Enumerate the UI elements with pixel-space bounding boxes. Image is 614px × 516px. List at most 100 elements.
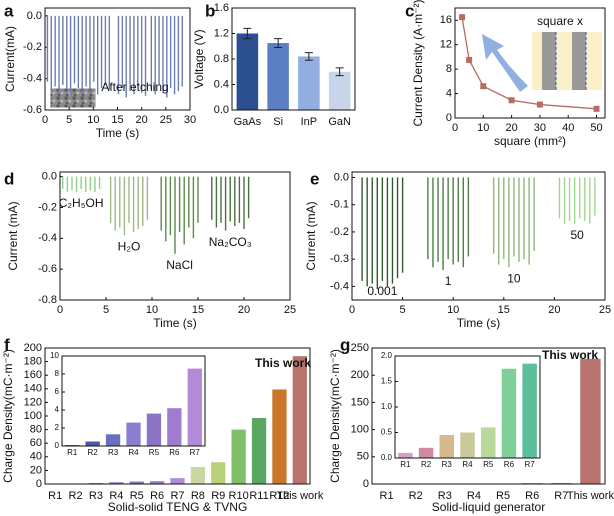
y-tick-label: 100 bbox=[351, 424, 369, 436]
x-tick-label: 5 bbox=[103, 304, 109, 316]
panel-letter: c bbox=[405, 1, 414, 20]
bar bbox=[211, 462, 226, 484]
y-tick-label: 6 bbox=[55, 387, 60, 396]
series-label: 0.001 bbox=[367, 284, 397, 298]
panel-letter: a bbox=[4, 1, 14, 20]
y-tick-label: 1.0 bbox=[381, 402, 393, 411]
x-tick-label: R11 bbox=[249, 490, 268, 502]
x-tick-label: 15 bbox=[192, 304, 204, 316]
x-tick-label: 5 bbox=[400, 304, 406, 316]
bar bbox=[551, 482, 572, 484]
x-tick-label: R4 bbox=[467, 490, 481, 502]
x-tick-label: 15 bbox=[498, 304, 510, 316]
bar bbox=[109, 482, 124, 484]
bar bbox=[126, 422, 141, 446]
y-tick-label: 16 bbox=[440, 14, 452, 26]
x-tick-label: InP bbox=[301, 116, 318, 128]
series-label: 1 bbox=[445, 274, 452, 288]
x-tick-label: GaAs bbox=[234, 116, 262, 128]
y-tick-label: 60 bbox=[30, 437, 42, 449]
x-tick-label: 10 bbox=[146, 304, 158, 316]
y-tick-label: 0.0 bbox=[214, 104, 229, 116]
y-tick-label: 140 bbox=[24, 383, 42, 395]
y-tick-label: 200 bbox=[24, 342, 42, 354]
y-tick-label: 1.2 bbox=[214, 27, 229, 39]
x-tick-label: R12 bbox=[269, 490, 289, 502]
x-tick-label: 20 bbox=[136, 114, 148, 126]
y-tick-label: 0 bbox=[55, 441, 60, 450]
y-tick-label: 0.0 bbox=[42, 171, 57, 183]
x-tick-label: R4 bbox=[128, 448, 139, 457]
y-tick-label: 0 bbox=[363, 478, 369, 490]
x-tick-label: R8 bbox=[191, 490, 205, 502]
axes-frame bbox=[59, 171, 291, 301]
y-axis-label: Charge Density(mC·m⁻²) bbox=[328, 349, 342, 483]
y-tick-label: 250 bbox=[351, 342, 369, 354]
x-tick-label: 20 bbox=[238, 304, 250, 316]
y-tick-label: 0.8 bbox=[214, 53, 229, 65]
x-tick-label: R6 bbox=[504, 460, 515, 469]
y-tick-label: -0.1 bbox=[330, 199, 349, 211]
y-tick-label: 200 bbox=[351, 369, 369, 381]
y-tick-label: -0.4 bbox=[23, 73, 42, 85]
y-tick-label: 50 bbox=[357, 451, 369, 463]
bar bbox=[167, 408, 182, 446]
x-tick-label: 25 bbox=[284, 304, 296, 316]
bar bbox=[292, 356, 307, 484]
axes-frame bbox=[61, 355, 206, 447]
bar bbox=[187, 368, 202, 446]
marker bbox=[466, 56, 473, 63]
x-tick-label: R3 bbox=[442, 460, 453, 469]
series-label: C₂H₅OH bbox=[59, 196, 104, 210]
y-tick-label: -0.2 bbox=[38, 201, 57, 213]
x-tick-label: R7 bbox=[554, 490, 568, 502]
x-tick-label: R6 bbox=[150, 490, 164, 502]
y-tick-label: 160 bbox=[24, 369, 42, 381]
y-tick-label: 150 bbox=[351, 396, 369, 408]
x-tick-label: R3 bbox=[89, 490, 103, 502]
y-axis-label: Current (mA) bbox=[6, 201, 20, 270]
y-tick-label: 10 bbox=[50, 351, 59, 360]
bar bbox=[298, 56, 320, 110]
axes-frame bbox=[371, 347, 606, 485]
y-tick-label: 80 bbox=[30, 424, 42, 436]
x-tick-label: R2 bbox=[88, 448, 99, 457]
panel-letter: f bbox=[4, 335, 10, 354]
bar bbox=[146, 413, 162, 446]
y-tick-label: -0.4 bbox=[330, 280, 349, 292]
y-tick-label: 8 bbox=[55, 369, 60, 378]
bar bbox=[251, 418, 267, 484]
x-tick-label: R1 bbox=[67, 448, 78, 457]
y-tick-label: -0.4 bbox=[38, 232, 57, 244]
x-tick-label: 10 bbox=[447, 304, 459, 316]
bar bbox=[85, 441, 100, 446]
y-tick-label: 2.0 bbox=[381, 351, 393, 360]
x-tick-label: R3 bbox=[438, 490, 452, 502]
y-tick-label: -0.6 bbox=[38, 263, 57, 275]
bar bbox=[190, 467, 206, 484]
series-label: NaCl bbox=[166, 258, 193, 272]
y-axis-label: Current Density (A·m⁻²) bbox=[411, 0, 425, 127]
x-tick-label: 0 bbox=[57, 304, 63, 316]
annotation: square x bbox=[537, 14, 583, 28]
y-tick-label: 0 bbox=[446, 112, 452, 124]
bar bbox=[522, 363, 537, 458]
x-tick-label: R4 bbox=[462, 460, 473, 469]
series-label: Na₂CO₃ bbox=[209, 235, 252, 249]
y-tick-label: 1.5 bbox=[381, 377, 393, 386]
bar bbox=[129, 481, 144, 484]
panel-letter: b bbox=[205, 1, 215, 20]
x-tick-label: R2 bbox=[409, 490, 423, 502]
illus-strip bbox=[542, 32, 556, 90]
bar bbox=[105, 434, 121, 446]
x-tick-label: 15 bbox=[111, 114, 123, 126]
annotation: After etching bbox=[101, 80, 168, 94]
x-tick-label: GaN bbox=[328, 116, 351, 128]
x-axis-label: Time (s) bbox=[153, 316, 197, 330]
x-axis-label: Time (s) bbox=[457, 316, 501, 330]
bar bbox=[231, 429, 246, 484]
x-axis-label: Time (s) bbox=[96, 126, 140, 140]
y-tick-label: 0.0 bbox=[381, 453, 393, 462]
bar bbox=[501, 368, 517, 458]
x-tick-label: R6 bbox=[169, 448, 180, 457]
